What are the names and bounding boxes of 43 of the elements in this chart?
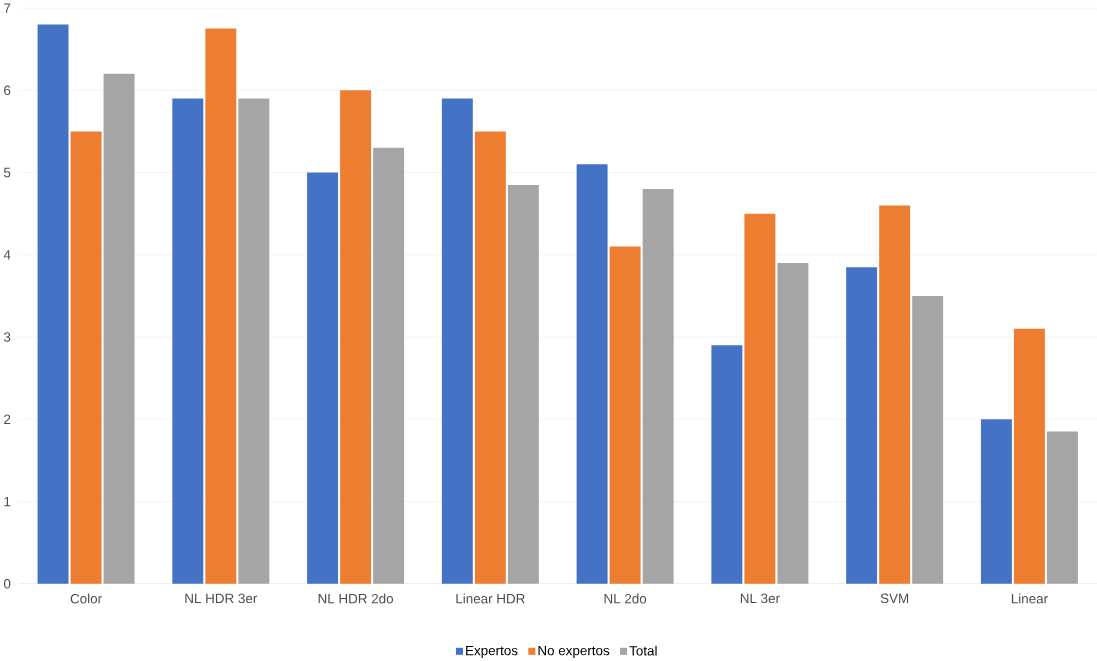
bar: [373, 147, 405, 584]
x-tick-label: Linear HDR: [456, 593, 525, 604]
x-tick-label: SVM: [880, 593, 909, 604]
y-tick-label: 5: [3, 167, 11, 178]
bar: [1046, 431, 1078, 584]
bar: [1013, 328, 1045, 584]
x-tick-label: NL 3er: [740, 593, 780, 604]
legend-label: Total: [629, 645, 657, 656]
x-tick-label: Linear: [1011, 593, 1048, 604]
y-tick-label: 6: [4, 85, 11, 96]
bar: [205, 28, 237, 584]
bar: [744, 213, 776, 584]
bar: [307, 172, 339, 584]
bar: [340, 90, 372, 584]
bar: [609, 246, 641, 584]
x-tick-label: NL HDR 2do: [318, 593, 394, 604]
y-tick-label: 2: [4, 414, 11, 424]
bar: [238, 98, 270, 584]
bar: [642, 188, 674, 584]
y-tick-label: 7: [4, 3, 11, 13]
bar: [474, 131, 506, 584]
bar: [879, 205, 911, 584]
bar: [37, 24, 69, 584]
bar: [507, 184, 539, 584]
bar: [912, 295, 944, 584]
x-tick-label: NL 2do: [604, 593, 647, 604]
bar: [846, 267, 878, 584]
y-tick-label: 4: [3, 250, 11, 260]
bar: [441, 98, 473, 584]
bar: [70, 131, 102, 584]
y-tick-label: 0: [3, 578, 11, 589]
bar: [711, 345, 743, 584]
legend-label: No expertos: [538, 645, 610, 658]
bar: [172, 98, 204, 584]
y-tick-label: 1: [4, 496, 11, 507]
bar: [576, 164, 608, 584]
bar: [103, 73, 135, 584]
x-tick-label: NL HDR 3er: [185, 593, 258, 604]
bar: [980, 419, 1012, 584]
x-tick-label: Color: [70, 593, 102, 604]
bar: [777, 262, 809, 584]
y-tick-label: 3: [3, 332, 11, 342]
legend-label: Expertos: [466, 645, 518, 658]
